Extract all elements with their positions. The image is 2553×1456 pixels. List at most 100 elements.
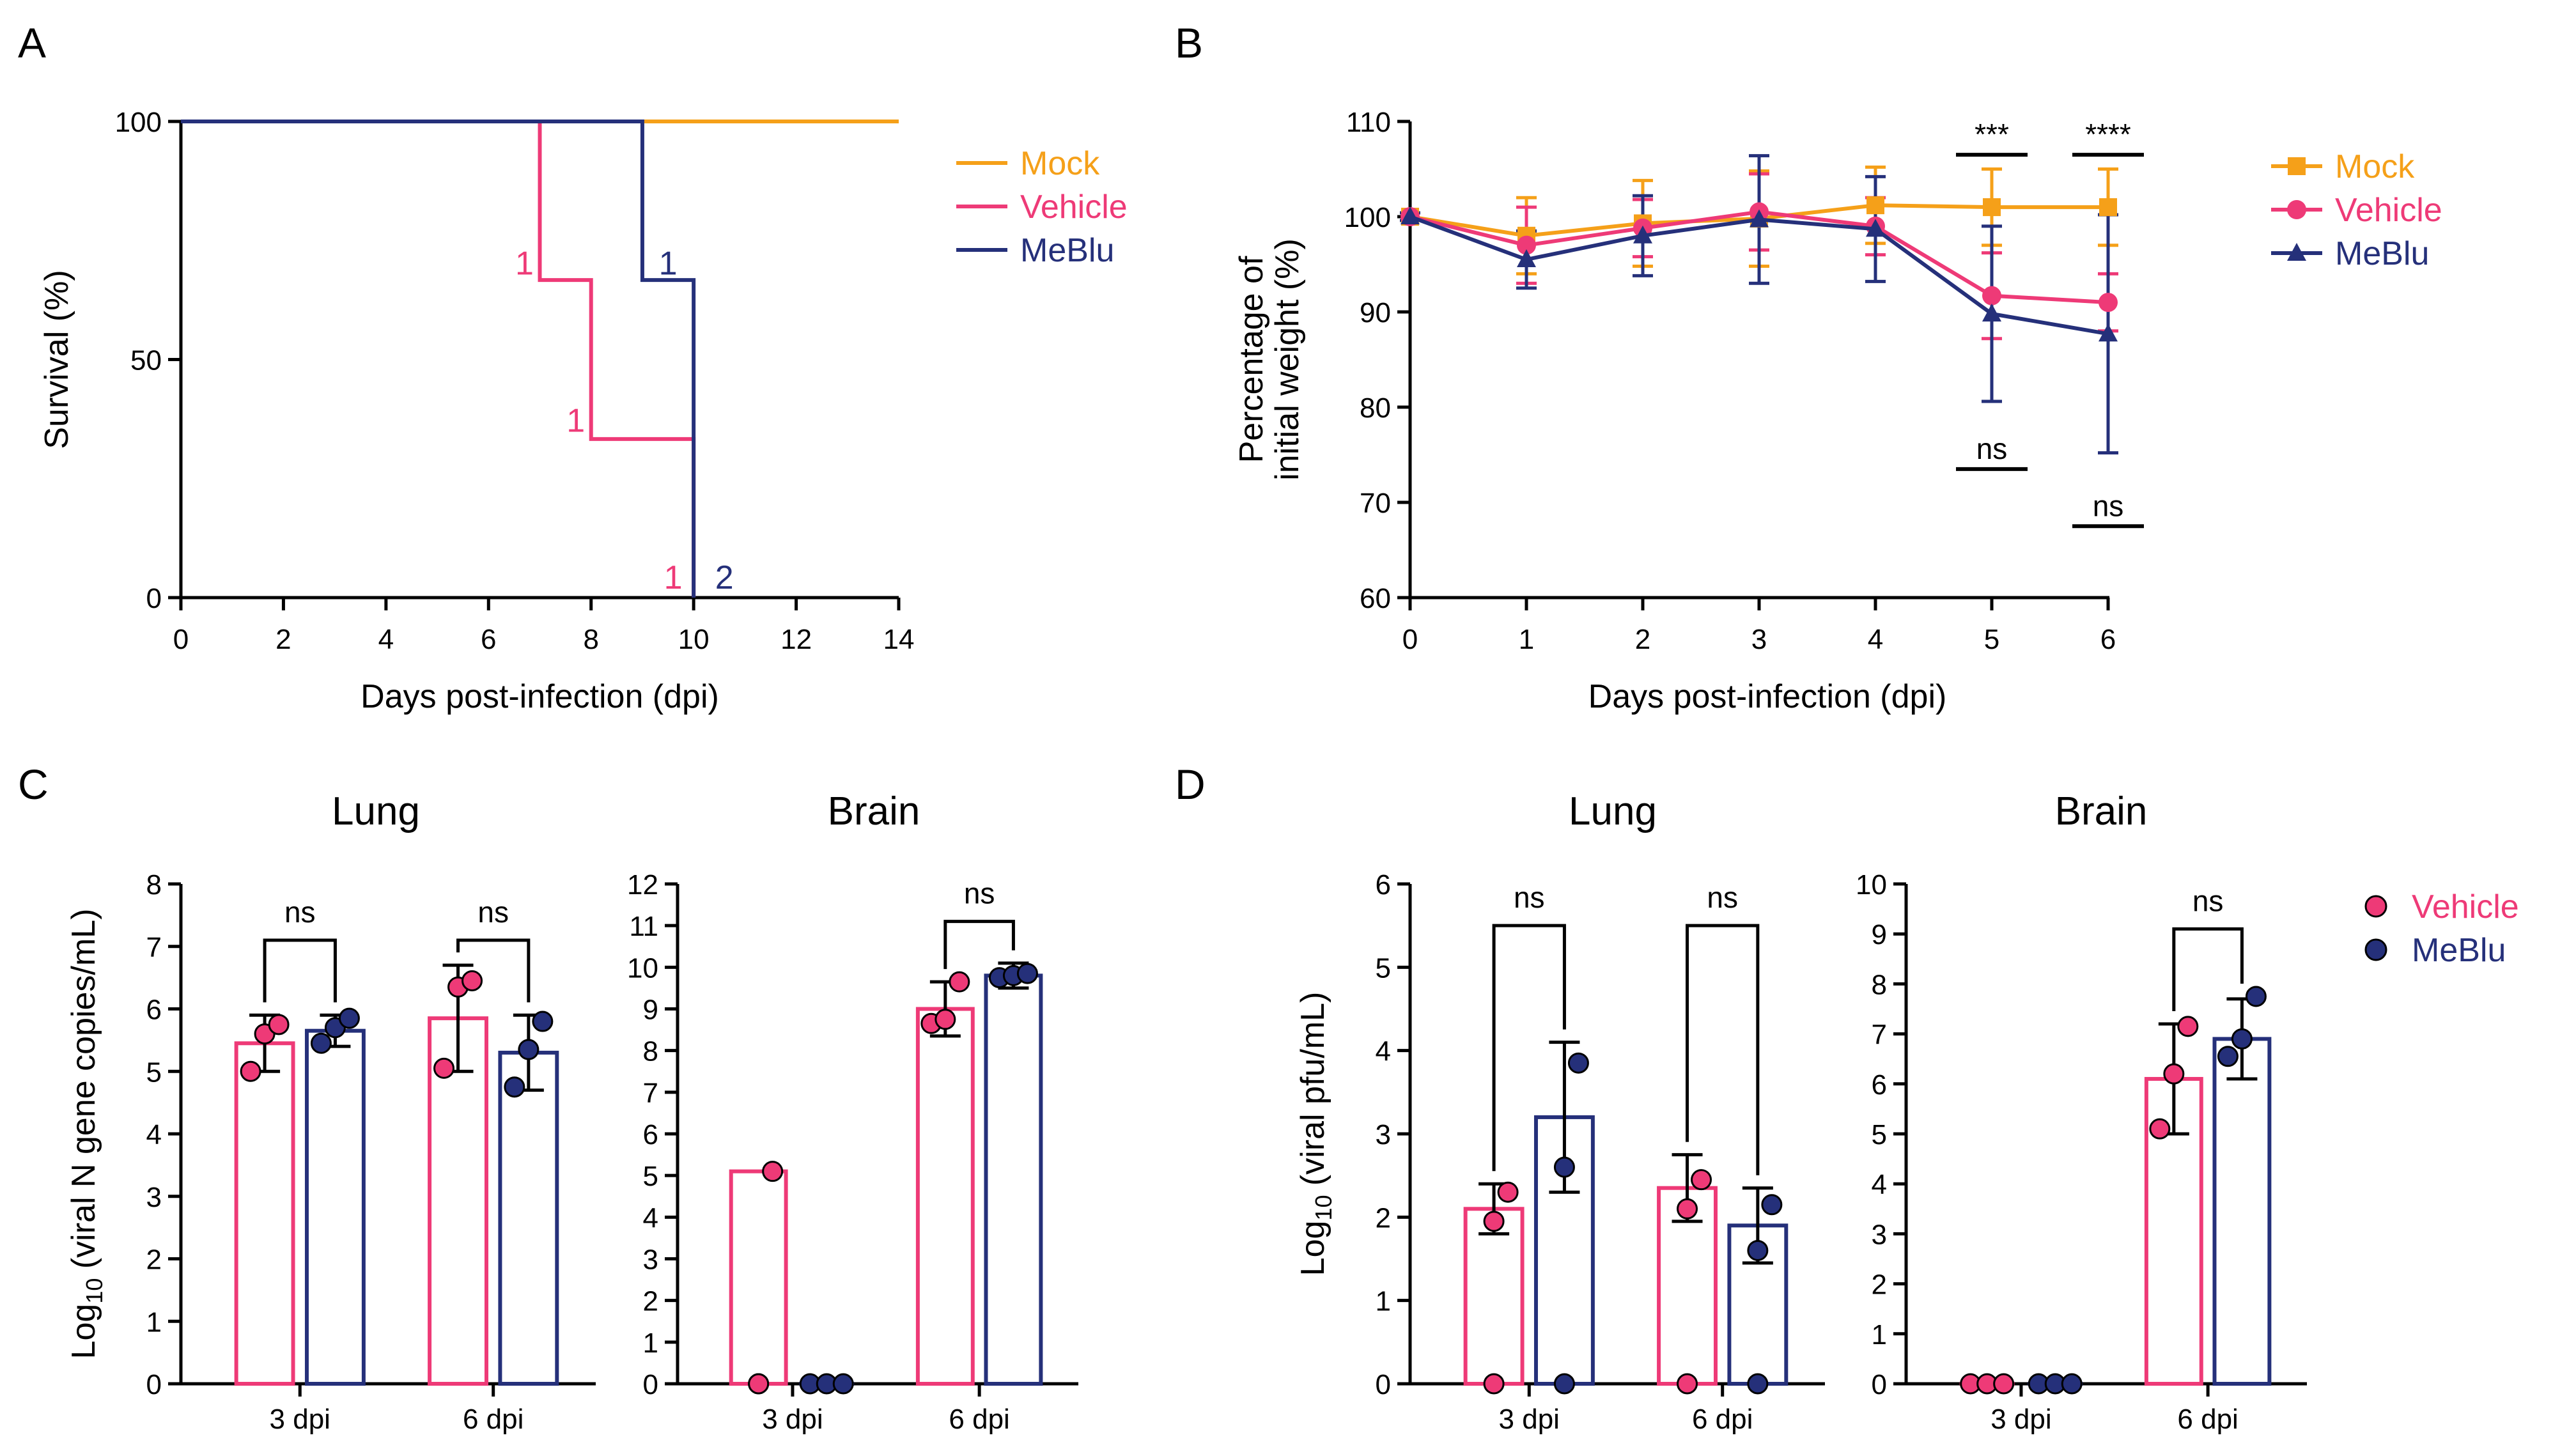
y-tick-label: 4 <box>146 1119 162 1150</box>
data-point <box>1567 1052 1589 1074</box>
y-tick-label: 100 <box>115 107 162 138</box>
data-point <box>1497 1181 1519 1203</box>
panel-d-lung: D Lung 0 1 2 3 4 5 6 Log10 (viral pfu/mL) 3 dpi 6 d… <box>1175 761 1825 1435</box>
data-point <box>832 1373 854 1395</box>
significance-bracket <box>943 920 1015 970</box>
data-point <box>240 1060 261 1082</box>
data-point <box>1401 206 1420 224</box>
y-tick-label: 5 <box>146 1057 162 1088</box>
significance-bracket <box>1492 924 1566 1172</box>
y-tick-label: 8 <box>643 1036 658 1067</box>
y-tick-label: 10 <box>627 952 658 984</box>
x-tick-label: 2 <box>275 624 291 655</box>
data-point <box>1866 219 1885 237</box>
y-tick-label: 6 <box>1376 869 1391 901</box>
bar-meblu <box>498 1050 559 1386</box>
y-axis-label-sub: 10 <box>1310 1195 1337 1221</box>
y-tick-label: 5 <box>1376 952 1391 984</box>
significance-label: *** <box>1975 118 2009 151</box>
data-point <box>504 1076 525 1098</box>
x-tick-label: 4 <box>378 624 394 655</box>
y-tick-label: 12 <box>627 869 658 901</box>
data-point <box>2099 323 2118 342</box>
bar-meblu <box>2212 1037 2272 1386</box>
y-axis-label: Survival (%) <box>38 270 75 449</box>
panel-d-brain: Brain 0 1 2 3 4 5 6 7 8 9 10 3 dpi 6 dpi ns Vehicle MeBl… <box>1856 789 2519 1435</box>
data-point <box>1633 225 1652 244</box>
panel-B: B 60 70 80 90 100 110 0 1 2 3 4 5 6 Days post-infectio… <box>1175 19 2442 715</box>
significance-label: ns <box>1707 881 1738 914</box>
y-tick-label: 3 <box>643 1244 658 1276</box>
data-point <box>2217 1046 2239 1067</box>
data-point <box>1677 1198 1698 1220</box>
legend-marker <box>2364 895 2387 918</box>
significance-label: ns <box>477 895 509 929</box>
data-point <box>1747 1239 1769 1261</box>
data-point <box>1483 1211 1505 1232</box>
x-tick-label: 0 <box>173 624 189 655</box>
data-point <box>1750 209 1769 228</box>
x-tick-label: 6 dpi <box>1692 1404 1753 1435</box>
panel-letter: A <box>18 19 46 66</box>
bar-meblu <box>304 1028 366 1386</box>
data-point <box>1016 963 1038 984</box>
legend-label: Vehicle <box>2412 888 2519 925</box>
y-tick-label: 11 <box>629 911 658 942</box>
y-tick-label: 1 <box>1872 1319 1887 1351</box>
y-tick-label: 9 <box>1872 919 1887 950</box>
data-point <box>1517 235 1536 255</box>
y-tick-label: 4 <box>1872 1169 1887 1200</box>
data-point <box>2177 1016 2199 1037</box>
panel-letter: C <box>18 761 49 808</box>
subplot-title: Lung <box>332 789 420 833</box>
data-point <box>748 1373 770 1395</box>
x-tick-label: 2 <box>1635 624 1650 655</box>
legend-label: MeBlu <box>1020 232 1114 269</box>
legend-label: Mock <box>2335 148 2415 185</box>
legend-marker <box>2288 157 2306 175</box>
y-tick-label: 3 <box>1376 1119 1391 1150</box>
x-tick-label: 3 dpi <box>1990 1404 2051 1435</box>
significance-label: ns <box>284 895 316 929</box>
y-axis-label-sub: 10 <box>81 1278 107 1304</box>
x-tick-label: 3 dpi <box>762 1404 823 1435</box>
data-point <box>1747 1373 1769 1395</box>
series-line-vehicle <box>181 120 696 598</box>
x-tick-label: 1 <box>1519 624 1534 655</box>
x-tick-label: 3 dpi <box>270 1404 330 1435</box>
significance-label: ns <box>2093 489 2124 522</box>
data-point <box>2099 293 2118 313</box>
significance-label: ns <box>2192 884 2224 917</box>
subplot-title: Brain <box>828 789 920 833</box>
series-line-meblu <box>181 120 696 598</box>
y-tick-label: 0 <box>146 1369 162 1400</box>
legend-label: MeBlu <box>2335 235 2429 272</box>
x-tick-label: 0 <box>1402 624 1418 655</box>
x-tick-label: 10 <box>678 624 710 655</box>
y-tick-label: 1 <box>146 1306 162 1338</box>
data-point <box>2061 1373 2083 1395</box>
legend-label: Mock <box>1020 145 1100 182</box>
y-axis-label-line: Percentage of <box>1233 256 1270 463</box>
y-tick-label: 7 <box>146 932 162 963</box>
y-tick-label: 7 <box>643 1078 658 1109</box>
significance-label: **** <box>2085 118 2131 151</box>
y-tick-label: 8 <box>146 869 162 901</box>
x-tick-label: 6 <box>481 624 496 655</box>
data-point <box>338 1007 360 1029</box>
data-point <box>1553 1373 1575 1395</box>
y-axis-label-line: initial weight (%) <box>1269 238 1306 481</box>
y-axis-label: Log10 (viral pfu/mL) <box>1294 992 1337 1276</box>
data-point <box>2163 1063 2185 1085</box>
data-point <box>1982 303 2001 321</box>
y-tick-label: 0 <box>643 1369 658 1400</box>
significance-bracket <box>2172 927 2244 1011</box>
x-tick-label: 3 dpi <box>1499 1404 1560 1435</box>
y-tick-label: 2 <box>146 1244 162 1276</box>
data-point <box>1483 1373 1505 1395</box>
data-point <box>1553 1156 1575 1178</box>
death-count-label: 2 <box>715 559 734 596</box>
data-point <box>532 1011 554 1032</box>
